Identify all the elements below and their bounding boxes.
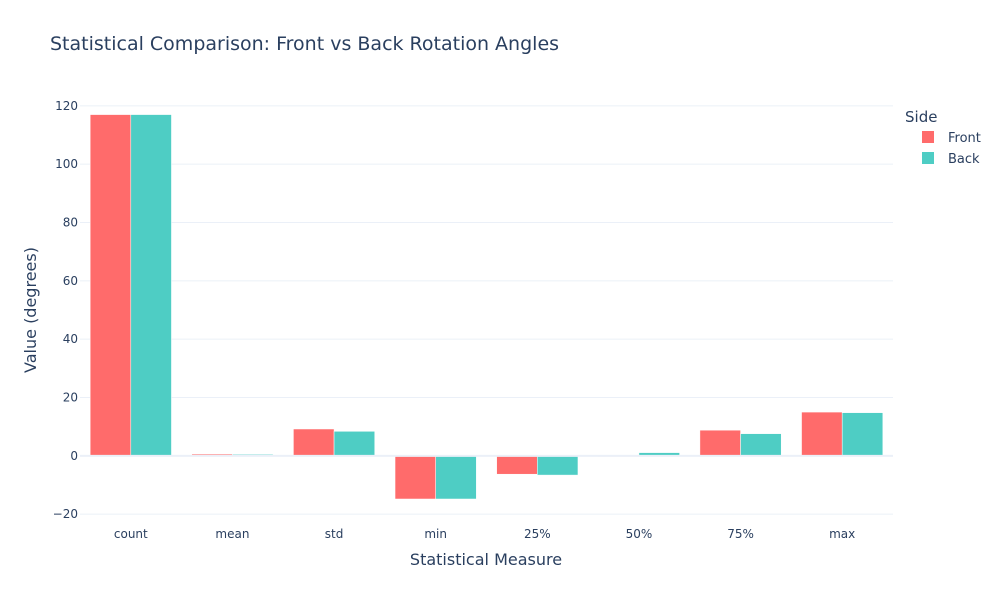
bar-back-max[interactable] — [841, 412, 884, 457]
legend-swatch-front — [922, 131, 934, 143]
y-tick-label: 0 — [70, 449, 78, 463]
bar-back-std[interactable] — [333, 431, 375, 457]
legend-label-back: Back — [948, 152, 980, 167]
bar-front-std[interactable] — [293, 428, 335, 457]
x-tick-label-75pct: 75% — [727, 527, 754, 541]
y-tick-labels: −20 0 20 40 60 80 100 120 — [53, 99, 78, 521]
bar-back-count[interactable] — [130, 114, 172, 457]
gridlines — [80, 105, 893, 515]
x-tick-label-std: std — [325, 527, 344, 541]
x-tick-label-mean: mean — [215, 527, 249, 541]
y-axis-title: Value (degrees) — [21, 247, 40, 373]
y-tick-label: 120 — [55, 99, 78, 113]
bar-front-min[interactable] — [394, 455, 436, 500]
legend-items: Front Back — [922, 131, 981, 167]
bar-front-75pct[interactable] — [699, 429, 741, 457]
x-tick-label-min: min — [424, 527, 447, 541]
bar-back-min[interactable] — [435, 455, 477, 500]
bar-back-25pct[interactable] — [537, 455, 579, 476]
x-tick-label-50pct: 50% — [626, 527, 653, 541]
legend-swatch-back — [922, 152, 934, 164]
legend: Side Front Back — [905, 108, 981, 167]
legend-item-back[interactable]: Back — [922, 152, 980, 167]
bar-back-75pct[interactable] — [740, 433, 782, 457]
bar-front-max[interactable] — [801, 411, 843, 457]
x-tick-label-count: count — [114, 527, 148, 541]
y-tick-label: 40 — [63, 332, 78, 346]
y-tick-label: 20 — [63, 391, 78, 405]
x-tick-labels: count mean std min 25% 50% 75% max — [114, 527, 855, 541]
y-tick-label: 80 — [63, 216, 78, 230]
x-tick-label-max: max — [829, 527, 855, 541]
bar-front-count[interactable] — [89, 114, 132, 457]
x-axis-title: Statistical Measure — [410, 550, 562, 569]
legend-label-front: Front — [948, 131, 981, 146]
bars — [89, 114, 884, 500]
x-tick-label-25pct: 25% — [524, 527, 551, 541]
bar-front-25pct[interactable] — [496, 455, 538, 475]
y-tick-label: 100 — [55, 157, 78, 171]
y-tick-label: −20 — [53, 507, 78, 521]
chart-title: Statistical Comparison: Front vs Back Ro… — [50, 33, 559, 55]
legend-item-front[interactable]: Front — [922, 131, 981, 146]
y-tick-label: 60 — [63, 274, 78, 288]
legend-title: Side — [905, 108, 937, 126]
